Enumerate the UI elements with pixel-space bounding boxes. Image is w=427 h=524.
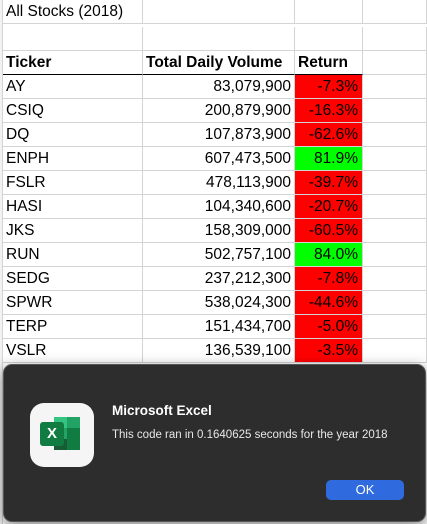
- table-row: ENPH 607,473,500 81.9%: [0, 147, 427, 171]
- cell-return[interactable]: -3.5%: [295, 339, 363, 363]
- cell-ticker[interactable]: SPWR: [3, 291, 143, 315]
- cell-empty[interactable]: [363, 99, 427, 123]
- table-row: CSIQ 200,879,900 -16.3%: [0, 99, 427, 123]
- cell-empty[interactable]: [363, 243, 427, 267]
- cell-empty[interactable]: [363, 147, 427, 171]
- table-row: JKS 158,309,000 -60.5%: [0, 219, 427, 243]
- header-volume[interactable]: Total Daily Volume: [143, 51, 295, 75]
- cell-ticker[interactable]: FSLR: [3, 171, 143, 195]
- cell-ticker[interactable]: DQ: [3, 123, 143, 147]
- cell-volume[interactable]: 151,434,700: [143, 315, 295, 339]
- cell-volume[interactable]: 158,309,000: [143, 219, 295, 243]
- cell-empty[interactable]: [295, 0, 363, 24]
- cell-empty[interactable]: [295, 27, 363, 51]
- table-row: RUN 502,757,100 84.0%: [0, 243, 427, 267]
- cell-empty[interactable]: [363, 0, 427, 24]
- cell-volume[interactable]: 478,113,900: [143, 171, 295, 195]
- cell-return[interactable]: 84.0%: [295, 243, 363, 267]
- cell-empty[interactable]: [143, 0, 295, 24]
- cell-empty[interactable]: [363, 195, 427, 219]
- cell-return[interactable]: -16.3%: [295, 99, 363, 123]
- table-row: HASI 104,340,600 -20.7%: [0, 195, 427, 219]
- cell-ticker[interactable]: HASI: [3, 195, 143, 219]
- sheet-row-title: All Stocks (2018): [0, 0, 427, 24]
- table-row: TERP 151,434,700 -5.0%: [0, 315, 427, 339]
- cell-volume[interactable]: 83,079,900: [143, 75, 295, 99]
- cell-volume[interactable]: 607,473,500: [143, 147, 295, 171]
- table-row: DQ 107,873,900 -62.6%: [0, 123, 427, 147]
- cell-return[interactable]: -5.0%: [295, 315, 363, 339]
- cell-empty[interactable]: [363, 315, 427, 339]
- cell-empty[interactable]: [363, 75, 427, 99]
- cell-empty[interactable]: [143, 27, 295, 51]
- cell-ticker[interactable]: RUN: [3, 243, 143, 267]
- cell-ticker[interactable]: CSIQ: [3, 99, 143, 123]
- row-header-strip: [0, 0, 3, 524]
- cell-ticker[interactable]: JKS: [3, 219, 143, 243]
- cell-return[interactable]: -20.7%: [295, 195, 363, 219]
- table-row: SPWR 538,024,300 -44.6%: [0, 291, 427, 315]
- cell-ticker[interactable]: VSLR: [3, 339, 143, 363]
- cell-volume[interactable]: 502,757,100: [143, 243, 295, 267]
- cell-empty[interactable]: [363, 267, 427, 291]
- cell-volume[interactable]: 136,539,100: [143, 339, 295, 363]
- cell-return[interactable]: -60.5%: [295, 219, 363, 243]
- cell-empty[interactable]: [3, 27, 143, 51]
- table-row: AY 83,079,900 -7.3%: [0, 75, 427, 99]
- cell-ticker[interactable]: ENPH: [3, 147, 143, 171]
- cell-empty[interactable]: [363, 219, 427, 243]
- cell-empty[interactable]: [363, 123, 427, 147]
- cell-return[interactable]: -7.8%: [295, 267, 363, 291]
- table-row: FSLR 478,113,900 -39.7%: [0, 171, 427, 195]
- sheet-row-header: Ticker Total Daily Volume Return: [0, 51, 427, 75]
- cell-return[interactable]: -7.3%: [295, 75, 363, 99]
- cell-return[interactable]: -44.6%: [295, 291, 363, 315]
- cell-empty[interactable]: [363, 51, 427, 75]
- header-return[interactable]: Return: [295, 51, 363, 75]
- cell-volume[interactable]: 104,340,600: [143, 195, 295, 219]
- cell-return[interactable]: -62.6%: [295, 123, 363, 147]
- dialog-message: This code ran in 0.1640625 seconds for t…: [112, 429, 388, 441]
- table-row: VSLR 136,539,100 -3.5%: [0, 339, 427, 363]
- sheet-row-blank: [0, 27, 427, 51]
- cell-volume[interactable]: 200,879,900: [143, 99, 295, 123]
- excel-x-icon: X: [40, 422, 64, 446]
- table-row: SEDG 237,212,300 -7.8%: [0, 267, 427, 291]
- cell-volume[interactable]: 538,024,300: [143, 291, 295, 315]
- alert-dialog: X Microsoft Excel This code ran in 0.164…: [3, 364, 426, 522]
- ok-button[interactable]: OK: [326, 480, 404, 500]
- cell-title[interactable]: All Stocks (2018): [3, 0, 143, 24]
- cell-return[interactable]: 81.9%: [295, 147, 363, 171]
- cell-return[interactable]: -39.7%: [295, 171, 363, 195]
- cell-empty[interactable]: [363, 339, 427, 363]
- excel-app-icon: X: [30, 403, 94, 467]
- cell-empty[interactable]: [363, 27, 427, 51]
- cell-ticker[interactable]: SEDG: [3, 267, 143, 291]
- cell-empty[interactable]: [363, 291, 427, 315]
- cell-ticker[interactable]: TERP: [3, 315, 143, 339]
- cell-volume[interactable]: 107,873,900: [143, 123, 295, 147]
- header-ticker[interactable]: Ticker: [3, 51, 143, 75]
- dialog-title: Microsoft Excel: [112, 403, 212, 418]
- cell-empty[interactable]: [363, 171, 427, 195]
- cell-ticker[interactable]: AY: [3, 75, 143, 99]
- cell-volume[interactable]: 237,212,300: [143, 267, 295, 291]
